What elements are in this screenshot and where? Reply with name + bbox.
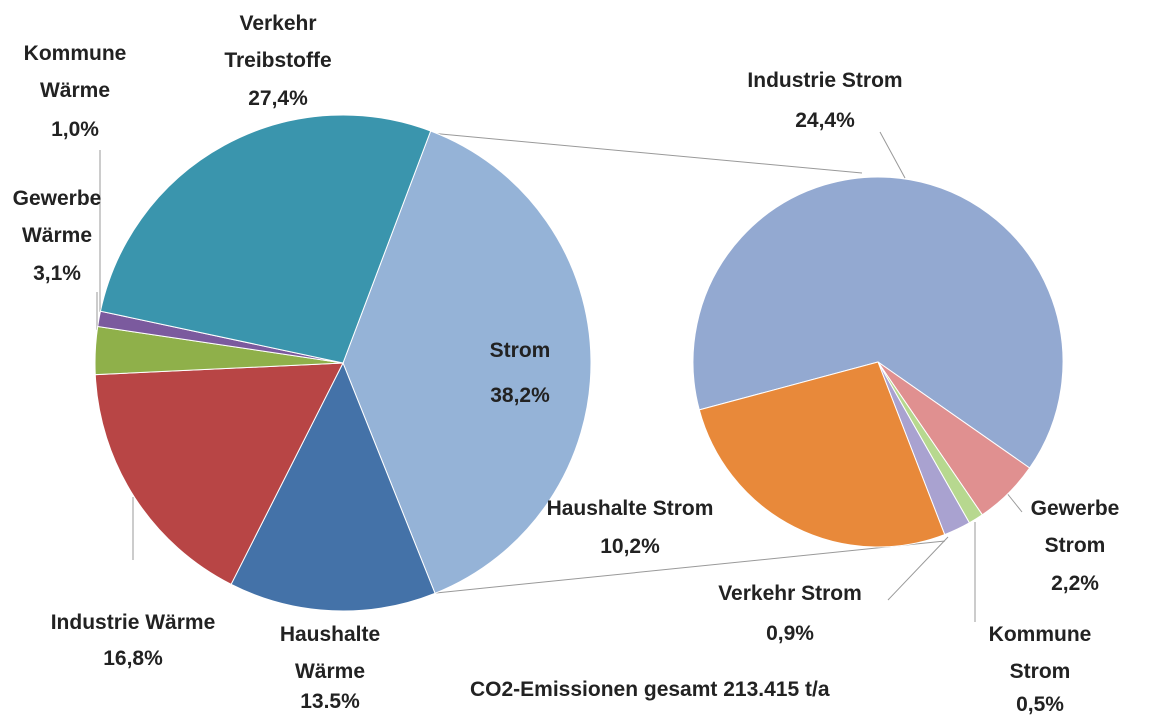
value-label: 27,4% bbox=[248, 87, 308, 110]
value-label: 16,8% bbox=[103, 647, 163, 670]
caption: CO2-Emissionen gesamt 213.415 t/a bbox=[470, 678, 830, 701]
slice-label: Kommune Wärme bbox=[23, 42, 127, 102]
slice-label: Strom bbox=[489, 339, 551, 362]
value-label: 2,2% bbox=[1051, 572, 1099, 595]
value-label: 13.5% bbox=[300, 690, 360, 713]
slice-label: Kommune Strom bbox=[988, 623, 1092, 683]
connector-line bbox=[429, 132, 863, 174]
slice-label: Verkehr Treibstoffe bbox=[224, 12, 332, 72]
value-label: 3,1% bbox=[33, 262, 81, 285]
connector-line bbox=[1005, 491, 1023, 513]
value-label: 10,2% bbox=[600, 535, 660, 558]
connector-line bbox=[435, 540, 946, 594]
slice-label: Industrie Strom bbox=[747, 69, 903, 92]
value-label: 0,9% bbox=[766, 622, 814, 645]
value-label: 0,5% bbox=[1016, 693, 1064, 716]
connector-line bbox=[879, 131, 906, 179]
slice-label: Gewerbe Strom bbox=[1030, 497, 1120, 557]
slice-label: Industrie Wärme bbox=[50, 611, 216, 634]
pie-slice bbox=[94, 362, 344, 585]
pie-slice bbox=[342, 130, 592, 594]
pie-slice bbox=[698, 361, 946, 548]
slice-label: Gewerbe Wärme bbox=[12, 187, 102, 247]
value-label: 24,4% bbox=[795, 109, 855, 132]
slice-label: Haushalte Strom bbox=[546, 497, 714, 520]
connector-line bbox=[887, 536, 949, 601]
pie-slice bbox=[230, 361, 436, 612]
pie-slice bbox=[692, 176, 1064, 469]
value-label: 38,2% bbox=[490, 384, 550, 407]
slice-label: Verkehr Strom bbox=[718, 582, 862, 605]
slice-label: Haushalte Wärme bbox=[279, 623, 381, 683]
pie-slice bbox=[99, 114, 432, 364]
value-label: 1,0% bbox=[51, 118, 99, 141]
